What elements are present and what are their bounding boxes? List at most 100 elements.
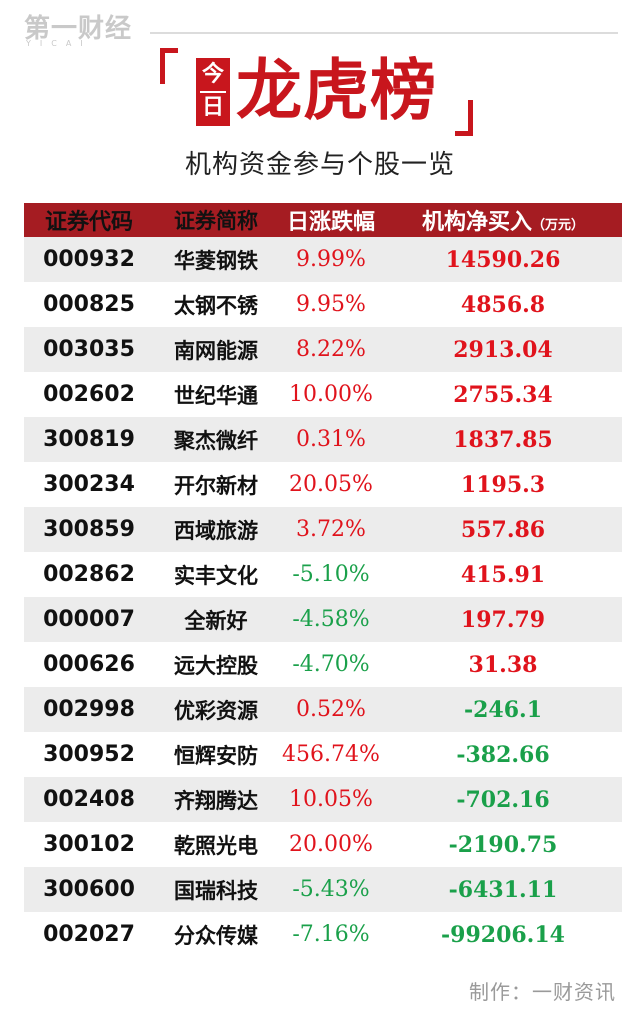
header-net: 机构净买入（万元）	[384, 204, 622, 236]
page-subtitle: 机构资金参与个股一览	[184, 150, 455, 180]
stock-name: 实丰文化	[174, 562, 258, 588]
institution-net-buy: 197.79	[460, 606, 546, 633]
today-char-1: 今	[201, 62, 224, 87]
table-row: 300102 乾照光电 20.00% -2190.75	[24, 822, 622, 867]
stock-code: 002602	[43, 382, 135, 407]
stock-name: 分众传媒	[174, 922, 258, 948]
daily-change: 20.00%	[289, 832, 373, 857]
stock-code: 002408	[43, 787, 135, 812]
table-row: 300819 聚杰微纤 0.31% 1837.85	[24, 417, 622, 462]
today-badge: 今 日	[196, 58, 230, 126]
table-row: 002408 齐翔腾达 10.05% -702.16	[24, 777, 622, 822]
institution-net-buy: 557.86	[460, 516, 546, 543]
institution-net-buy: -246.1	[463, 696, 543, 723]
daily-change: -7.16%	[292, 922, 370, 947]
stock-name: 优彩资源	[174, 697, 258, 723]
stock-name: 华菱钢铁	[174, 247, 258, 273]
stock-code: 300234	[43, 472, 135, 497]
institution-net-buy: 1837.85	[453, 426, 553, 453]
table-row: 000007 全新好 -4.58% 197.79	[24, 597, 622, 642]
stock-name: 国瑞科技	[174, 877, 258, 903]
stock-code: 300859	[43, 517, 135, 542]
table-row: 002027 分众传媒 -7.16% -99206.14	[24, 912, 622, 957]
stock-name: 全新好	[184, 607, 248, 633]
institution-net-buy: -2190.75	[448, 831, 558, 858]
stock-code: 300819	[43, 427, 135, 452]
daily-change: 20.05%	[289, 472, 373, 497]
daily-change: -4.70%	[292, 652, 370, 677]
daily-change: 10.05%	[289, 787, 373, 812]
table-body: 000932 华菱钢铁 9.99% 14590.26 000825 太钢不锈 9.95% 48…	[24, 237, 622, 957]
institution-net-buy: -6431.11	[448, 876, 558, 903]
institution-net-buy: 31.38	[468, 651, 538, 678]
table-row: 000932 华菱钢铁 9.99% 14590.26	[24, 237, 622, 282]
stock-code: 000007	[43, 607, 135, 632]
institution-net-buy: -382.66	[456, 741, 550, 768]
page-title: 龙虎榜	[236, 51, 437, 129]
institution-net-buy: -99206.14	[441, 921, 565, 948]
stock-name: 南网能源	[174, 337, 258, 363]
stock-name: 齐翔腾达	[174, 787, 258, 813]
institution-net-buy: 415.91	[460, 561, 546, 588]
stock-name: 乾照光电	[174, 832, 258, 858]
yicai-logo: 第一财经 YICAI	[24, 8, 142, 48]
stock-name: 西域旅游	[174, 517, 258, 543]
stock-name: 世纪华通	[174, 382, 258, 408]
table-row: 300234 开尔新材 20.05% 1195.3	[24, 462, 622, 507]
stock-code: 002862	[43, 562, 135, 587]
logo-name: 第一财经	[24, 14, 133, 44]
table-row: 000825 太钢不锈 9.95% 4856.8	[24, 282, 622, 327]
stock-code: 003035	[43, 337, 135, 362]
daily-change: -5.43%	[292, 877, 370, 902]
today-separator	[200, 91, 226, 93]
title-bracket-right	[455, 100, 473, 136]
institution-net-buy: 1195.3	[460, 471, 546, 498]
stock-name: 开尔新材	[174, 472, 258, 498]
daily-change: 0.52%	[296, 697, 366, 722]
daily-change: 456.74%	[282, 742, 380, 767]
stock-code: 002998	[43, 697, 135, 722]
logo-divider	[150, 32, 618, 34]
footer-credit: 制作：一财资讯	[469, 980, 616, 1004]
today-char-2: 日	[201, 95, 224, 120]
stock-name: 远大控股	[174, 652, 258, 678]
header-name: 证券简称	[174, 208, 258, 233]
table-row: 300859 西域旅游 3.72% 557.86	[24, 507, 622, 552]
stock-code: 000626	[43, 652, 135, 677]
institution-net-buy: 14590.26	[445, 246, 561, 273]
logo-sub: YICAI	[26, 39, 92, 48]
table-row: 300600 国瑞科技 -5.43% -6431.11	[24, 867, 622, 912]
daily-change: -5.10%	[292, 562, 370, 587]
daily-change: 10.00%	[289, 382, 373, 407]
stock-code: 000932	[43, 247, 135, 272]
table-row: 002998 优彩资源 0.52% -246.1	[24, 687, 622, 732]
table-row: 002602 世纪华通 10.00% 2755.34	[24, 372, 622, 417]
stock-name: 聚杰微纤	[174, 427, 258, 453]
institution-net-buy: 4856.8	[460, 291, 546, 318]
table-row: 300952 恒辉安防 456.74% -382.66	[24, 732, 622, 777]
stock-code: 300102	[43, 832, 135, 857]
header-net-unit: （万元）	[532, 218, 585, 233]
stock-code: 300600	[43, 877, 135, 902]
daily-change: 8.22%	[296, 337, 366, 362]
stock-name: 恒辉安防	[174, 742, 258, 768]
header-change: 日涨跌幅	[286, 209, 375, 235]
daily-change: 3.72%	[296, 517, 366, 542]
header-code: 证券代码	[44, 210, 133, 235]
stock-code: 002027	[43, 922, 135, 947]
daily-change: 9.99%	[296, 247, 366, 272]
table-row: 002862 实丰文化 -5.10% 415.91	[24, 552, 622, 597]
institution-net-buy: -702.16	[456, 786, 550, 813]
header-net-label: 机构净买入	[421, 209, 532, 235]
daily-change: -4.58%	[292, 607, 370, 632]
institution-net-buy: 2913.04	[453, 336, 553, 363]
table-header: 证券代码 证券简称 日涨跌幅 机构净买入（万元）	[24, 203, 622, 237]
stock-code: 000825	[43, 292, 135, 317]
dragon-tiger-table: 证券代码 证券简称 日涨跌幅 机构净买入（万元） 000932 华菱钢铁 9.99%…	[24, 203, 622, 957]
table-row: 000626 远大控股 -4.70% 31.38	[24, 642, 622, 687]
daily-change: 0.31%	[296, 427, 366, 452]
daily-change: 9.95%	[296, 292, 366, 317]
table-row: 003035 南网能源 8.22% 2913.04	[24, 327, 622, 372]
institution-net-buy: 2755.34	[453, 381, 553, 408]
stock-code: 300952	[43, 742, 135, 767]
